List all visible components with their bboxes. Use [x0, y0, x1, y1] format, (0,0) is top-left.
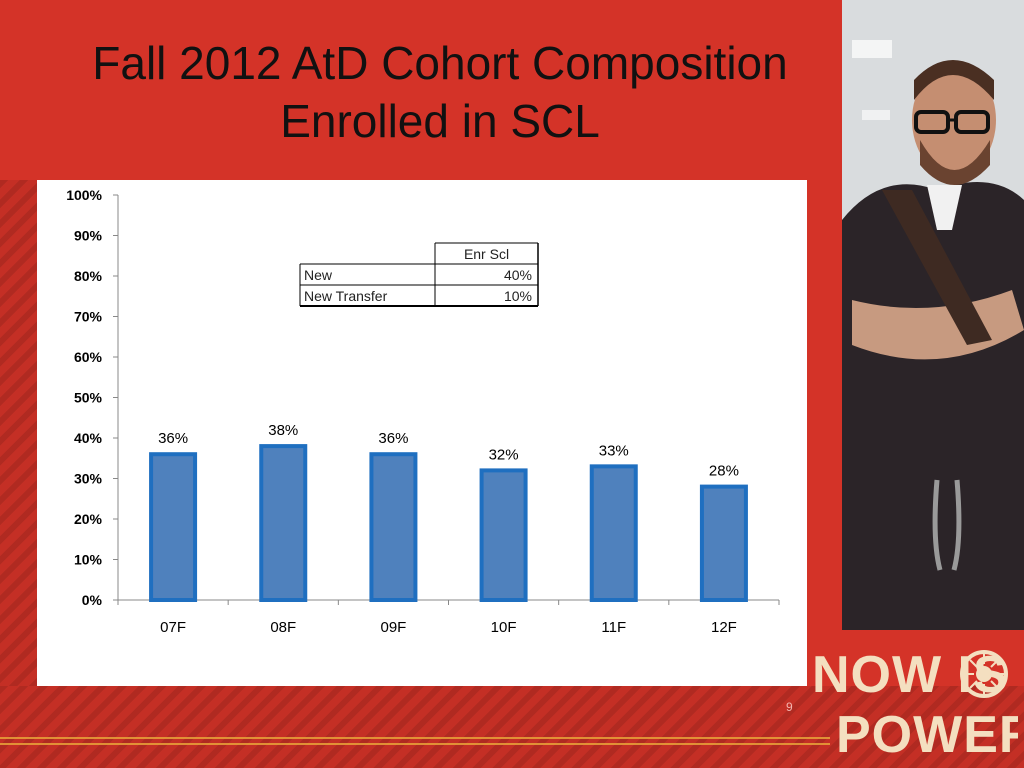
x-category-label: 09F: [380, 619, 406, 636]
x-category-label: 07F: [160, 619, 186, 636]
logo-graphic: NOW IS POWER: [812, 646, 1024, 764]
table-cell: New Transfer: [304, 288, 388, 304]
data-label: 32%: [489, 446, 519, 463]
x-category-label: 12F: [711, 619, 737, 636]
bar: [149, 452, 198, 603]
gold-line-2: [0, 743, 830, 745]
slide-title: Fall 2012 AtD Cohort Composition Enrolle…: [30, 34, 850, 150]
gold-line-1: [0, 737, 830, 739]
bar: [589, 464, 638, 602]
y-tick-label: 90%: [74, 228, 103, 244]
y-tick-label: 50%: [74, 390, 103, 406]
data-label: 28%: [709, 463, 739, 480]
data-label: 38%: [268, 422, 298, 439]
logo-line-2: POWER: [836, 706, 1018, 760]
y-tick-label: 0%: [82, 592, 103, 608]
page-number: 9: [786, 700, 793, 714]
x-category-label: 11F: [601, 619, 626, 636]
x-category-label: 08F: [270, 619, 296, 636]
student-photo-illustration: [842, 0, 1024, 630]
title-line-2: Enrolled in SCL: [280, 95, 600, 147]
left-stripes: [0, 180, 38, 686]
bottom-stripes: [0, 686, 1024, 768]
table-cell: 10%: [504, 288, 532, 304]
data-label: 36%: [378, 430, 408, 447]
y-tick-label: 100%: [66, 187, 102, 203]
y-tick-label: 30%: [74, 471, 103, 487]
table-cell: 40%: [504, 267, 532, 283]
bar: [479, 468, 528, 602]
title-line-1: Fall 2012 AtD Cohort Composition: [92, 37, 788, 89]
chart-panel: 0% 10% 20% 30% 40% 50% 60% 70% 80% 90% 100% 36% 07F 3…: [37, 180, 807, 686]
sun-icon: [960, 650, 1008, 698]
now-is-power-logo: NOW IS POWER: [808, 640, 1024, 764]
data-label: 33%: [599, 442, 629, 459]
bar-chart: 0% 10% 20% 30% 40% 50% 60% 70% 80% 90% 100% 36% 07F 3…: [66, 187, 780, 636]
y-tick-label: 80%: [74, 268, 103, 284]
y-tick-label: 60%: [74, 349, 103, 365]
bar: [369, 452, 418, 603]
table-cell: Enr Scl: [464, 246, 509, 262]
y-tick-label: 70%: [74, 309, 103, 325]
bar: [259, 444, 308, 602]
student-photo: [842, 0, 1024, 630]
y-tick-label: 10%: [74, 552, 103, 568]
data-label: 36%: [158, 430, 188, 447]
bar: [699, 484, 748, 603]
y-tick-label: 40%: [74, 430, 103, 446]
x-category-label: 10F: [491, 619, 517, 636]
y-tick-label: 20%: [74, 511, 103, 527]
table-cell: New: [304, 267, 333, 283]
